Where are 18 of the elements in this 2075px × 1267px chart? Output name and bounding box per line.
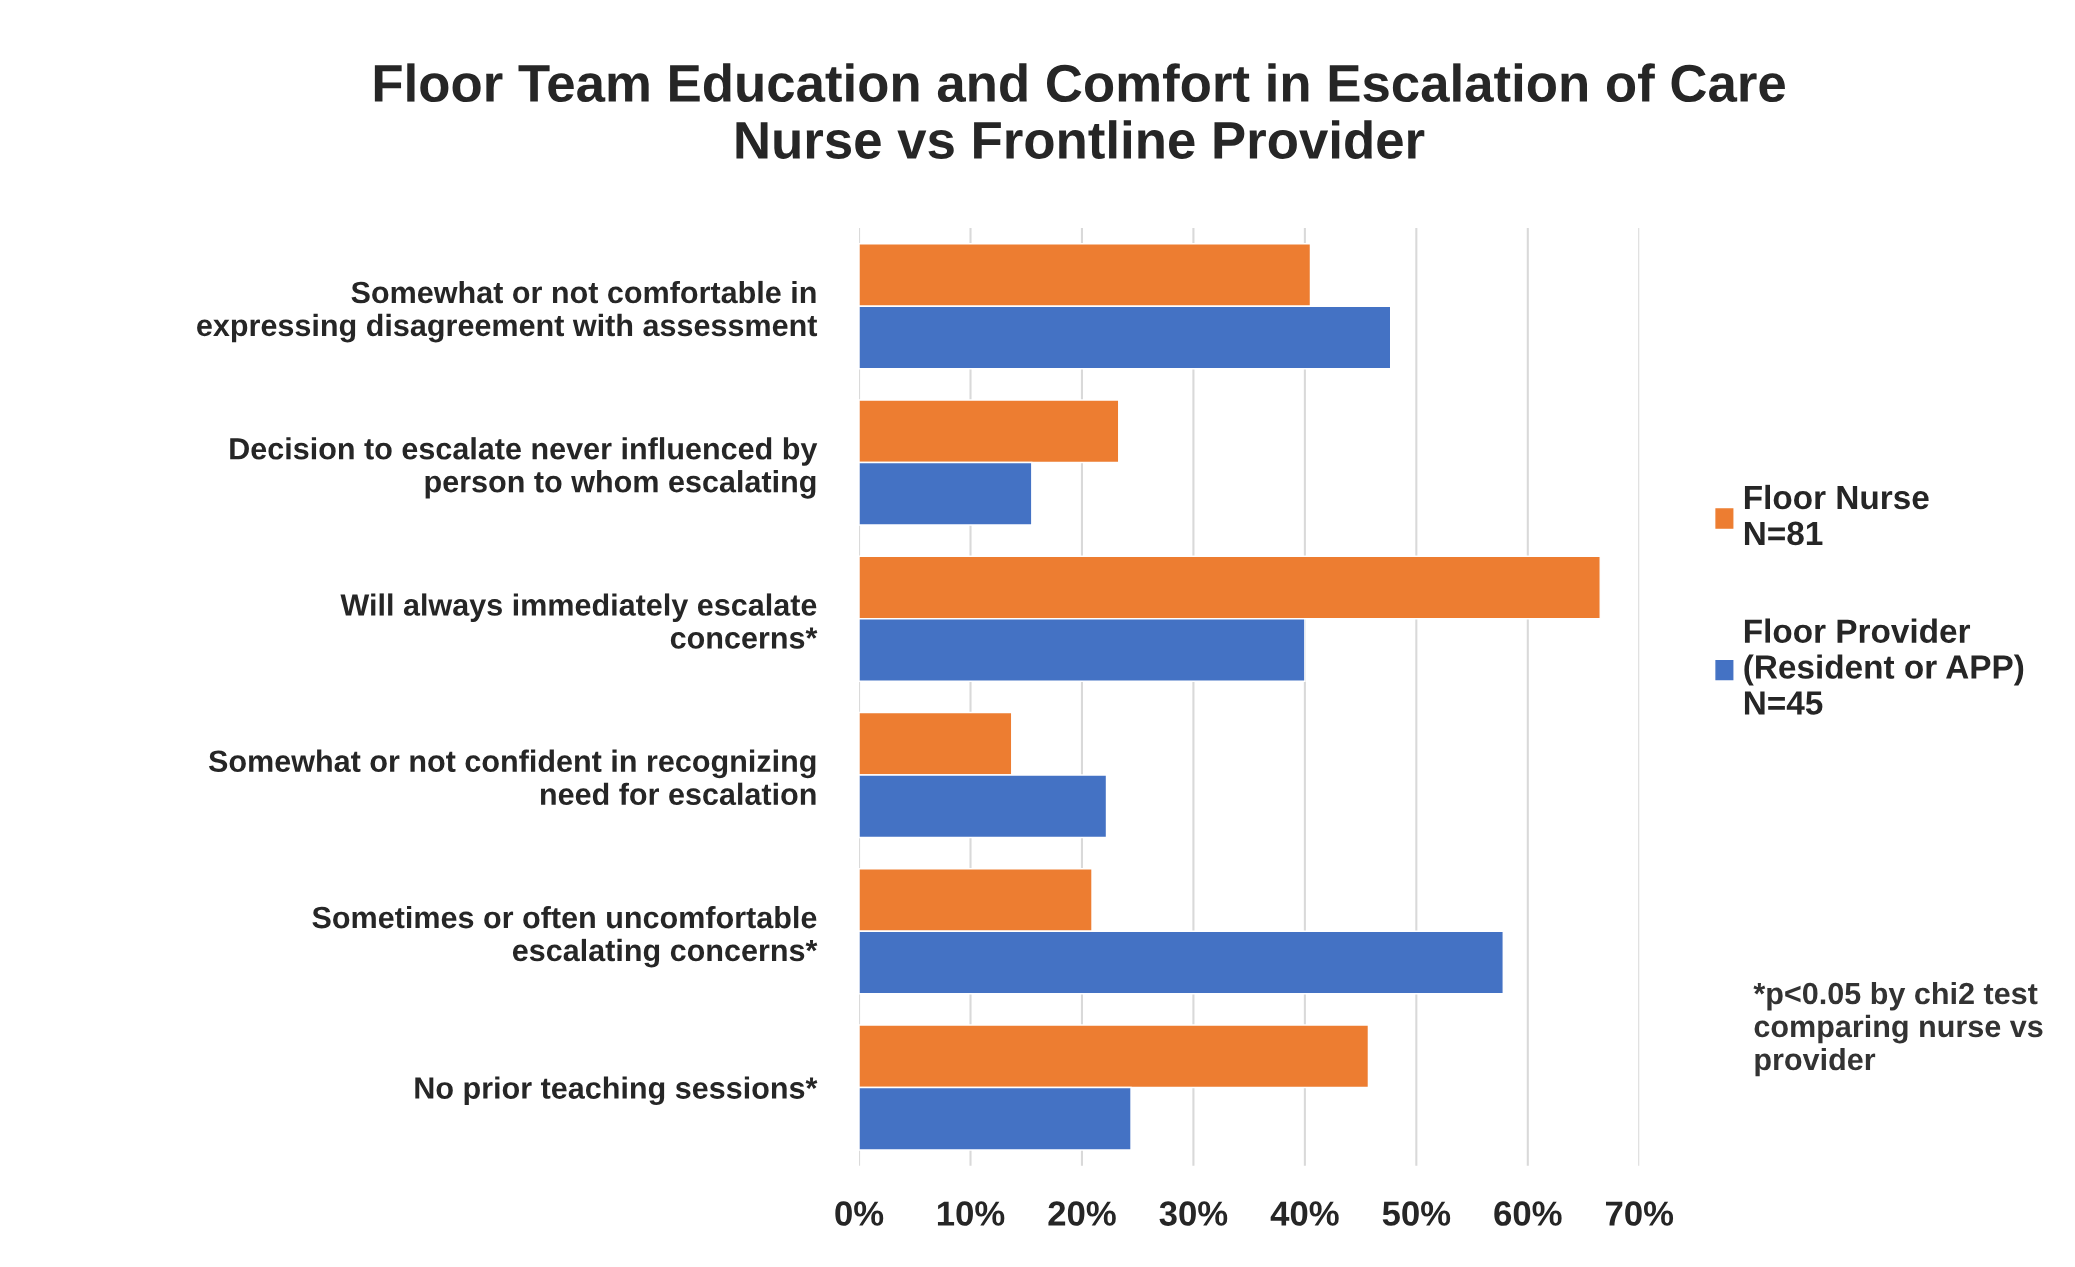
x-tick-label: 50%	[1382, 1201, 1451, 1226]
y-tick-label: Decision to escalate never influenced by person to whom escalating	[230, 437, 818, 499]
chart-title: Floor Team Education and Comfort in Escalation of Care Nurse vs Frontline Provider	[374, 63, 1785, 159]
x-tick-label: 40%	[1270, 1201, 1339, 1226]
legend-label: Floor Provider (Resident or APP) N=45	[1744, 618, 2024, 715]
x-tick-label: 10%	[937, 1201, 1005, 1226]
y-tick-label: Sometimes or often uncomfortable escalating concerns*	[312, 905, 818, 968]
x-tick-label: 20%	[1048, 1201, 1116, 1226]
y-tick-label: Somewhat or not comfortable in expressing disagreement with assessment	[197, 280, 818, 343]
y-tick-label: Somewhat or not confident in recognizing need for escalation	[208, 749, 816, 806]
text: *p<0.05 by chi2 test comparing nurse vs provider	[1753, 981, 2043, 1077]
y-tick-label: Will always immediately escalate concerns*	[340, 593, 818, 649]
x-tick-label: 30%	[1159, 1201, 1228, 1226]
x-tick-label: 60%	[1494, 1201, 1562, 1226]
legend-label: Floor Nurse N=81	[1744, 484, 1929, 546]
x-tick-label: 0%	[835, 1201, 884, 1226]
y-tick-label: No prior teaching sessions*	[415, 1076, 818, 1106]
x-tick-label: 70%	[1606, 1201, 1674, 1226]
